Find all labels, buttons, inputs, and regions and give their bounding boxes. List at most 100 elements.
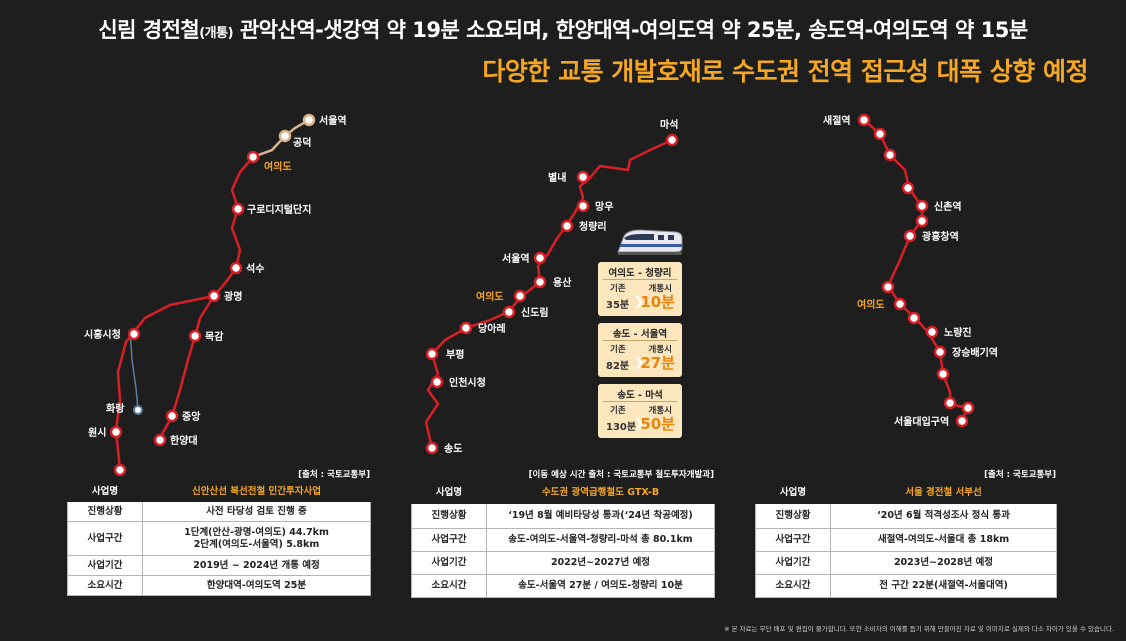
source-note-2: [이동 예상 시간 출처 : 국토교통부 철도투자개발과]: [528, 470, 714, 480]
station-jungang: [165, 409, 179, 423]
station-noryangjin: [925, 325, 939, 339]
table-row: 사업기간 2023년~2028년 예정: [755, 551, 1057, 575]
table-row: 소요시간 한양대역-여의도역 25분: [67, 575, 371, 596]
table-key: 소요시간: [411, 574, 487, 598]
label-seoksu: 석수: [246, 262, 264, 275]
table-value: 한양대역-여의도역 25분: [142, 575, 371, 596]
label-cheongnyangni: 청량리: [579, 220, 607, 233]
station-siheung: [127, 327, 141, 341]
label-siheung: 시흥시청: [84, 328, 121, 341]
station-yongsan: [533, 275, 547, 289]
label-jungang: 중앙: [182, 411, 201, 423]
label-jangseungbaegi: 장승배기역: [952, 346, 998, 359]
label-dangare: 당아레: [478, 322, 506, 335]
label-mangu: 망우: [595, 200, 613, 213]
label-noryangjin: 노량진: [944, 326, 972, 339]
station-byeollae: [576, 170, 590, 184]
table-key: 소요시간: [67, 575, 143, 596]
table-value: 서울 경전철 서부선: [830, 481, 1057, 504]
label-gongdeok: 공덕: [293, 136, 311, 149]
table-value: 송도-서울역 27분 / 여의도-청량리 10분: [486, 574, 715, 598]
label-incheon: 인천시청: [449, 376, 486, 389]
station-songdo: [425, 441, 439, 455]
table-row: 사업명 서울 경전철 서부선: [755, 481, 1057, 504]
station-sinchon: [915, 199, 929, 213]
table-key: 사업기간: [67, 555, 143, 576]
table-key: 사업구간: [411, 528, 487, 552]
time-card-songdo-seoul: 송도 - 서울역 기존 개통시 82분 ❯ 27분: [598, 323, 682, 377]
label-byeollae: 별내: [548, 171, 566, 184]
station-s3-h: [943, 396, 957, 410]
card-route: 송도 - 서울역: [612, 329, 668, 340]
label-wonsi: 원시: [88, 426, 106, 439]
station-gwangmyeong: [207, 289, 221, 303]
station-end-1: [113, 463, 127, 477]
table-value: ‘19년 8월 예비타당성 통과(‘24년 착공예정): [486, 503, 715, 529]
station-yeouido-3: [881, 280, 895, 294]
station-s3-d: [915, 214, 929, 228]
table-value: 수도권 광역급행철도 GTX-B: [486, 481, 715, 504]
time-card-yeouido-cheongnyangni: 여의도 - 청량리 기존 개통시 35분 ❯ 10분: [598, 262, 682, 316]
table-value: 새절역-여의도-서울대 총 18km: [830, 528, 1057, 552]
map-seobu: 새절역 신촌역 광흥창역 여의도 노량진 장승배기역 서울대입구역: [823, 113, 998, 428]
project-table-gtx-b: 사업명 수도권 광역급행철도 GTX-B 진행상황 ‘19년 8월 예비타당성 …: [411, 481, 715, 598]
card-new-value: 27분: [640, 354, 675, 372]
station-s3-f: [907, 311, 921, 325]
table-row: 사업기간 2019년 ~ 2024년 개통 예정: [67, 555, 371, 576]
source-note-3: [출처 : 국토교통부]: [984, 470, 1056, 480]
station-seoksu: [229, 261, 243, 275]
subheadline: 다양한 교통 개발호재로 수도권 전역 접근성 대폭 상향 예정: [482, 57, 1088, 86]
label-gwangmyeong: 광명: [224, 290, 242, 303]
label-bupyeong: 부평: [446, 348, 464, 361]
headline: 신림 경전철(개통) 관악산역-샛강역 약 19분 소요되며, 한양대역-여의도…: [0, 14, 1126, 44]
table-value: 2023년~2028년 예정: [830, 551, 1057, 575]
label-hwarang: 화랑: [106, 403, 125, 415]
card-old-value: 82분: [606, 361, 630, 372]
train-icon: [617, 229, 683, 255]
station-cheongnyangni: [560, 219, 574, 233]
table-key: 사업기간: [411, 551, 487, 575]
label-yongsan: 용산: [553, 276, 572, 289]
station-seoul-2: [533, 251, 547, 265]
station-mokgam: [188, 329, 202, 343]
card-divider: [603, 279, 677, 280]
station-incheon: [430, 375, 444, 389]
card-new-label: 개통시: [648, 345, 672, 355]
table-key: 진행상황: [755, 503, 831, 529]
headline-rest: 관악산역-샛강역 약 19분 소요되며, 한양대역-여의도역 약 25분, 송도…: [233, 18, 1028, 42]
table-row: 사업구간 송도-여의도-서울역-청량리-마석 총 80.1km: [411, 528, 715, 552]
station-hanyang: [153, 433, 167, 447]
table-value: 2022년~2027년 예정: [486, 551, 715, 575]
table-row: 사업구간 새절역-여의도-서울대 총 18km: [755, 528, 1057, 552]
line-main: [114, 156, 254, 471]
station-guro: [231, 202, 245, 216]
table-row: 소요시간 송도-서울역 27분 / 여의도-청량리 10분: [411, 574, 715, 598]
card-divider: [603, 340, 677, 341]
headline-note: (개통): [199, 26, 234, 41]
label-maseok: 마석: [660, 118, 678, 131]
disclaimer-footnote: ※ 본 자료는 무단 배포 및 편집이 불가합니다. 또한 소비자의 이해를 돕…: [724, 625, 1114, 633]
station-s3-a: [873, 127, 887, 141]
station-yeouido-2: [513, 289, 527, 303]
station-dangare: [459, 321, 473, 335]
card-old-label: 기존: [610, 406, 626, 416]
table-row: 사업구간 1단계(안산-광명-여의도) 44.7km 2단계(여의도-서울역) 5…: [67, 521, 371, 556]
table-value: 사전 타당성 검토 진행 중: [142, 501, 371, 522]
table-row: 소요시간 전 구간 22분(새절역-서울대역): [755, 574, 1057, 598]
table-row: 사업명 수도권 광역급행철도 GTX-B: [411, 481, 715, 504]
table-value: 전 구간 22분(새절역-서울대역): [830, 574, 1057, 598]
table-row: 사업기간 2022년~2027년 예정: [411, 551, 715, 575]
time-card-songdo-maseok: 송도 - 마석 기존 개통시 130분 ❯ 50분: [598, 384, 682, 438]
station-mangu: [576, 199, 590, 213]
card-route: 송도 - 마석: [617, 390, 663, 401]
station-snu: [955, 414, 969, 428]
table-value: 2019년 ~ 2024년 개통 예정: [142, 555, 371, 576]
chevron-right-icon: ❯: [634, 416, 645, 430]
project-table-sinansan: 사업명 신안산선 복선전철 민간투자사업 진행상황 사전 타당성 검토 진행 중…: [67, 481, 371, 596]
station-s3-i: [961, 401, 975, 415]
map-sinansan: 서울역 공덕 여의도 구로디지털단지 석수 광명 시흥시청 목감 화랑 중앙 원…: [84, 113, 347, 477]
station-wonsi: [109, 425, 123, 439]
chevron-right-icon: ❯: [634, 294, 645, 308]
table-row: 진행상황 ‘20년 6월 적격성조사 정식 통과: [755, 503, 1057, 529]
